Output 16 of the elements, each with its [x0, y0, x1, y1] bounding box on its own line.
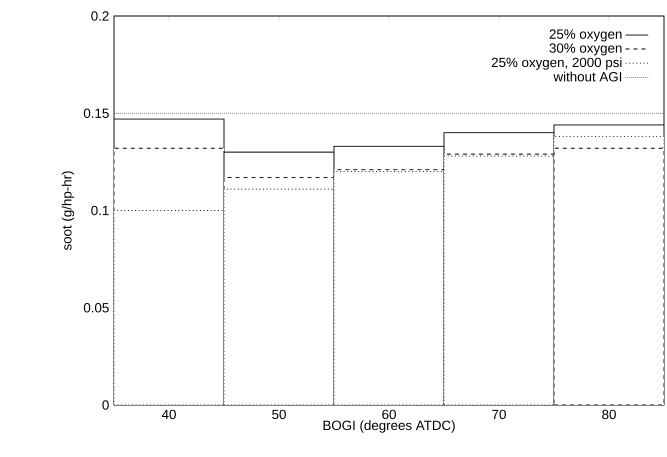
y-tick-label: 0.05	[84, 303, 109, 312]
legend-label: 25% oxygen, 2000 psi	[492, 57, 622, 70]
y-axis-title: soot (g/hp-hr)	[62, 171, 74, 250]
legend-label: 25% oxygen	[550, 29, 622, 42]
legend-label: without AGI	[553, 72, 622, 82]
y-tick-label: 0	[102, 400, 109, 410]
x-axis-title: BOGI (degrees ATDC)	[324, 420, 455, 433]
x-tick-label: 70	[492, 410, 506, 420]
y-tick-label: 0.2	[91, 11, 109, 21]
x-tick-label: 50	[272, 410, 286, 420]
legend-label: 30% oxygen	[549, 43, 622, 56]
x-tick-label: 80	[602, 410, 616, 420]
y-tick-label: 0.1	[91, 206, 109, 216]
x-tick-label: 60	[382, 410, 396, 420]
x-tick-label: 40	[162, 410, 176, 420]
y-tick-label: 0.15	[84, 108, 109, 118]
